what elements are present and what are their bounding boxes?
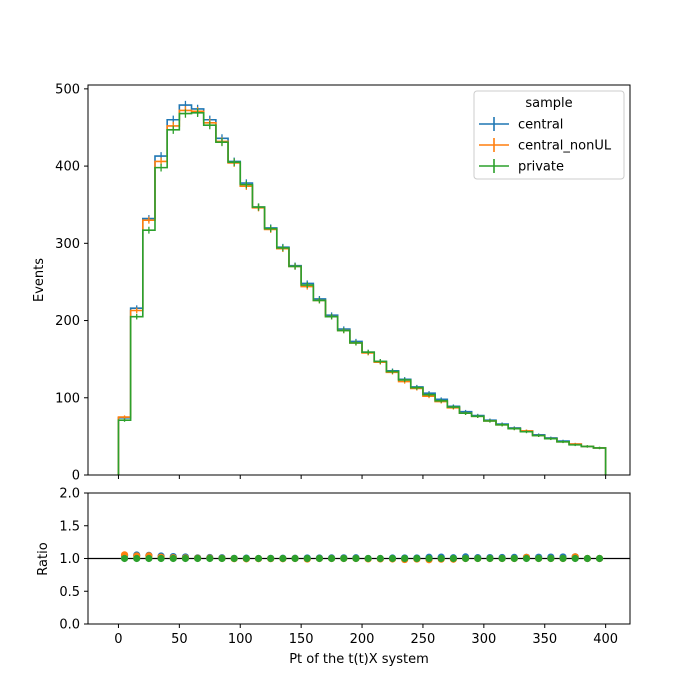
ratio-point-private [206, 554, 214, 563]
ratio-point-private [340, 554, 348, 563]
ratio-point-private [254, 554, 263, 563]
ratio-point-private [315, 554, 324, 563]
ratio-point-private [279, 554, 287, 563]
ratio-point-private [157, 554, 165, 563]
ratio-point-private [267, 554, 275, 563]
ratio-point-private [401, 554, 409, 563]
x-tick-label: 250 [411, 632, 436, 647]
ratio-point-private [242, 554, 250, 563]
main-x-axis [117, 475, 607, 479]
ratio-panel: 0.0 0.5 1.0 1.5 2.0 0 50 100 150 200 250 300 350 400… [36, 487, 631, 667]
ratio-point-private [120, 554, 129, 563]
ratio-point-private [133, 554, 141, 563]
main-plot-frame [87, 84, 631, 476]
ratio-point-private [571, 554, 579, 563]
ratio-x-axis: 0 50 100 150 200 250 300 350 400 [114, 624, 618, 647]
legend-label: private [518, 160, 564, 175]
legend-entry-private: private [479, 159, 564, 175]
ratio-point-private [486, 554, 494, 563]
x-tick-label: 350 [532, 632, 557, 647]
ratio-point-private [583, 554, 591, 563]
ratio-points-layer [120, 551, 604, 564]
main-y-axis-label: Events [32, 258, 47, 302]
main-y-axis: 0 100 200 300 400 500 [55, 82, 88, 484]
ratio-y-tick-label: 0.5 [59, 585, 80, 600]
ratio-point-private [461, 554, 470, 563]
ratio-point-private [181, 554, 190, 563]
legend-entry-central: central [479, 117, 563, 133]
ratio-point-private [474, 554, 482, 563]
y-tick-label: 500 [55, 82, 80, 97]
ratio-point-private [498, 554, 506, 563]
ratio-y-tick-label: 2.0 [59, 487, 80, 502]
legend-title: sample [525, 96, 572, 111]
y-tick-label: 300 [55, 237, 80, 252]
y-tick-label: 200 [55, 314, 80, 329]
y-tick-label: 100 [55, 391, 80, 406]
legend-box [473, 90, 625, 180]
ratio-point-private [364, 554, 372, 563]
ratio-point-private [595, 554, 604, 563]
ratio-point-private [352, 554, 360, 563]
ratio-point-private [230, 554, 238, 563]
ratio-y-tick-label: 1.0 [59, 552, 80, 567]
x-tick-label: 100 [228, 632, 253, 647]
ratio-point-private [169, 554, 177, 563]
legend-label: central_nonUL [518, 139, 612, 154]
ratio-point-private [327, 554, 336, 563]
ratio-point-private [145, 554, 153, 563]
x-tick-label: 50 [171, 632, 188, 647]
legend-label: central [518, 118, 563, 133]
x-tick-label: 150 [289, 632, 314, 647]
ratio-y-axis: 0.0 0.5 1.0 1.5 2.0 [59, 487, 88, 633]
x-tick-label: 0 [114, 632, 122, 647]
ratio-point-private [291, 554, 299, 563]
ratio-point-private [522, 554, 531, 563]
ratio-point-private [547, 554, 555, 563]
ratio-point-private [535, 554, 543, 563]
x-tick-label: 300 [471, 632, 496, 647]
legend-entry-central-nonUL: central_nonUL [479, 138, 612, 154]
ratio-point-private [449, 554, 457, 563]
ratio-point-private [559, 554, 567, 563]
histogram-layer [117, 100, 607, 475]
x-axis-label: Pt of the t(t)X system [289, 652, 429, 667]
ratio-y-axis-label: Ratio [36, 542, 51, 575]
ratio-point-private [194, 554, 202, 563]
ratio-point-private [388, 554, 397, 563]
ratio-point-private [413, 554, 421, 563]
ratio-y-tick-label: 1.5 [59, 519, 80, 534]
ratio-point-private [303, 554, 311, 563]
y-tick-label: 0 [72, 469, 80, 484]
ratio-point-private [218, 554, 226, 563]
ratio-point-private [425, 554, 433, 563]
x-tick-label: 200 [350, 632, 375, 647]
ratio-point-private [510, 554, 518, 563]
ratio-y-tick-label: 0.0 [59, 618, 80, 633]
x-tick-label: 400 [593, 632, 618, 647]
ratio-point-private [437, 554, 445, 563]
ratio-point-private [376, 554, 384, 563]
y-tick-label: 400 [55, 160, 80, 175]
